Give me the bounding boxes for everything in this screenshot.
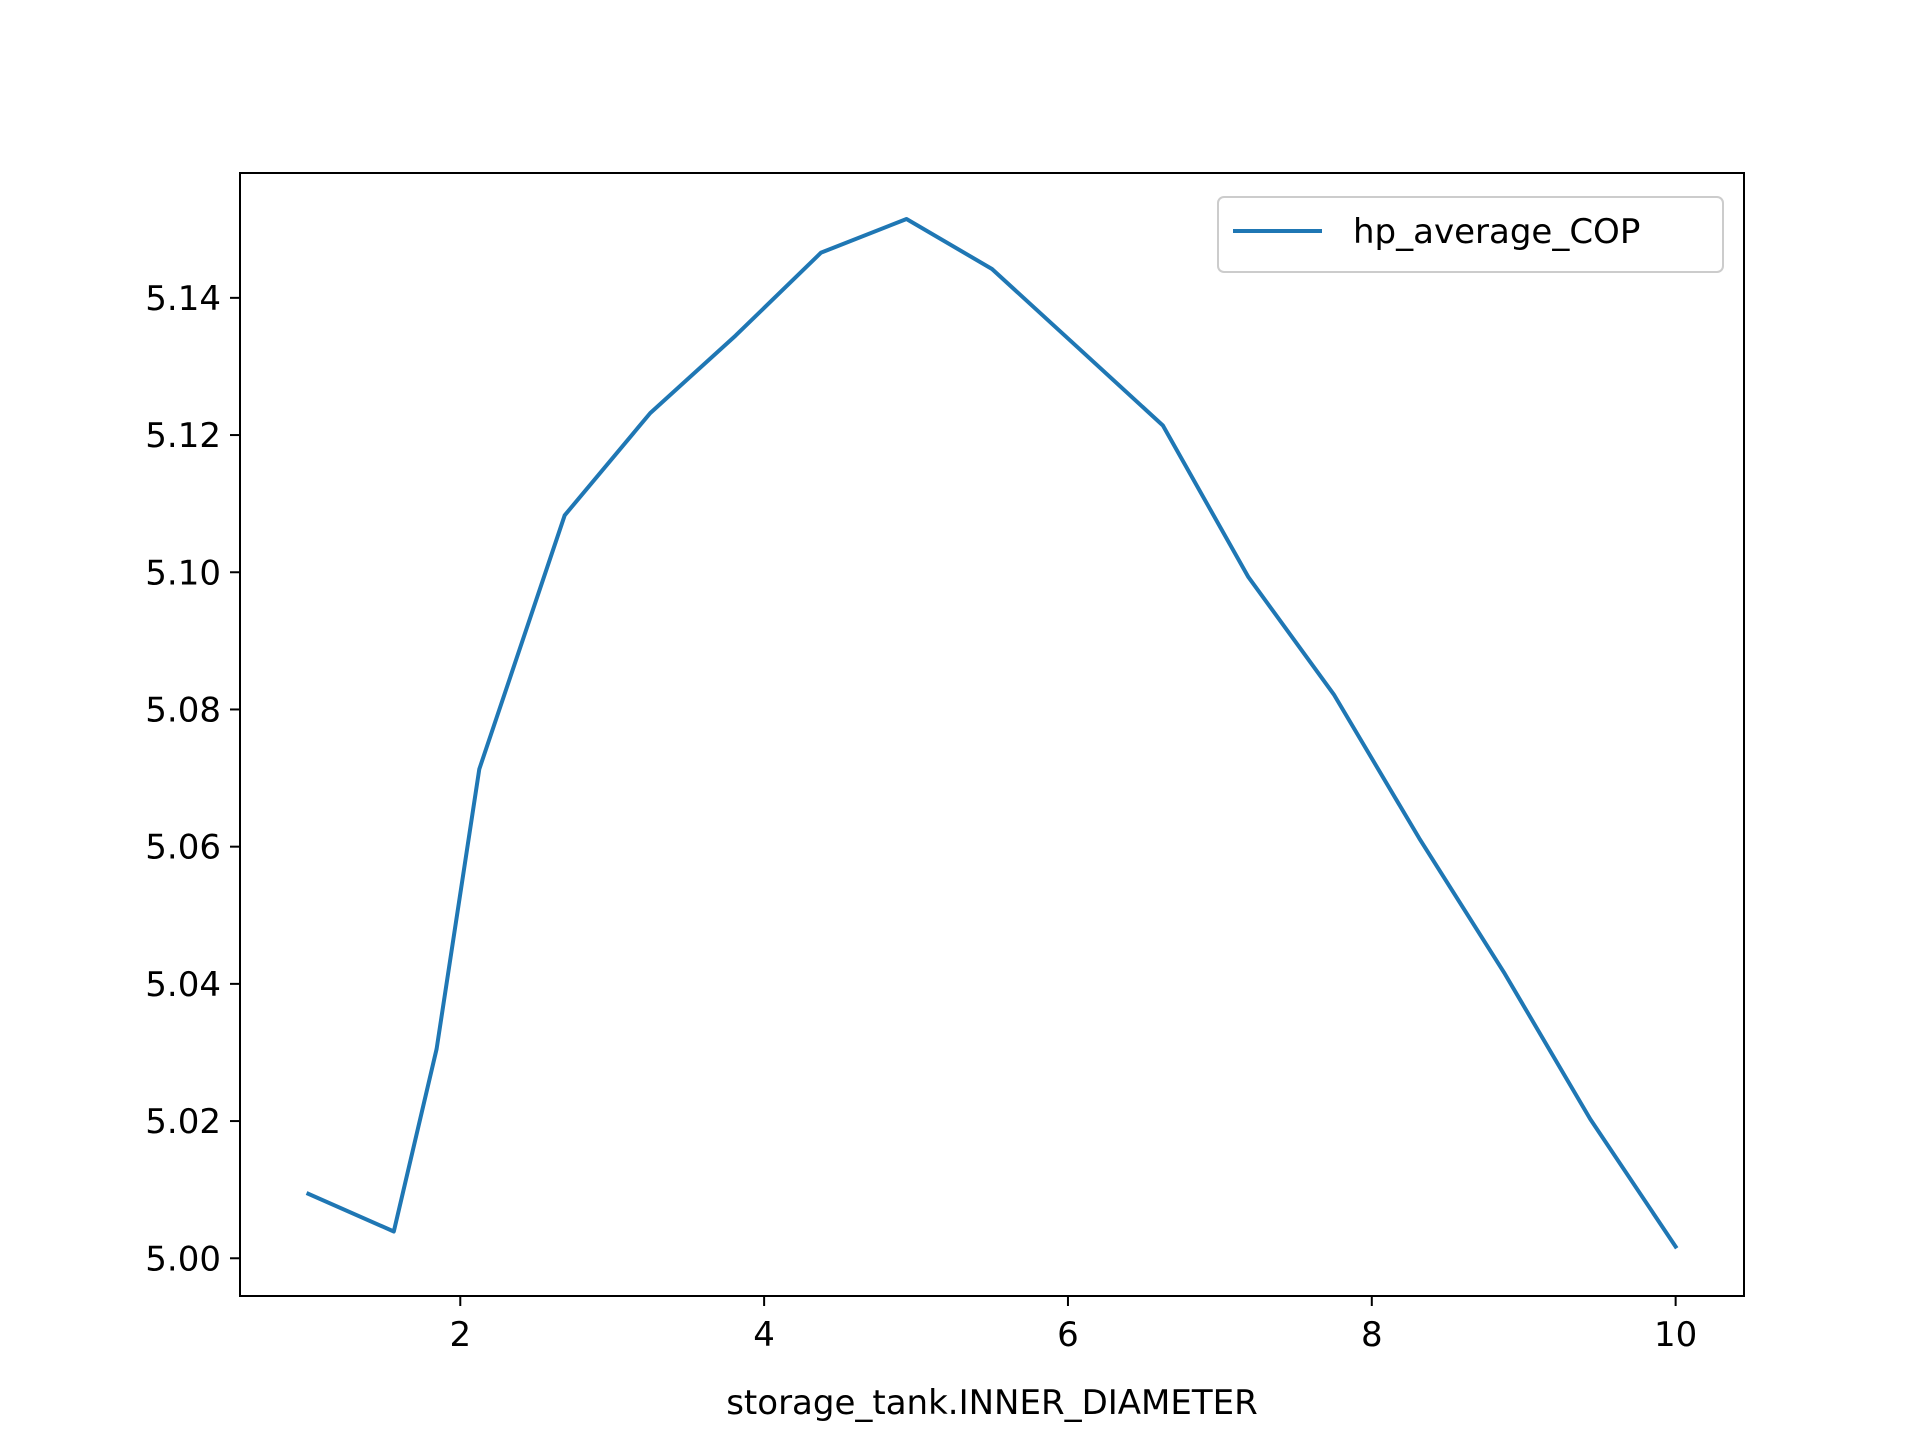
y-tick-label: 5.12 (145, 416, 221, 456)
legend: hp_average_COP (1217, 196, 1724, 273)
x-axis: 2 4 6 8 10 (449, 1296, 1697, 1355)
y-tick-label: 5.00 (145, 1239, 221, 1279)
x-axis-label: storage_tank.INNER_DIAMETER (726, 1383, 1258, 1423)
series-line-hp_average_COP (305, 217, 1679, 1250)
series-layer (305, 217, 1679, 1250)
y-tick-label: 5.02 (145, 1102, 221, 1142)
y-tick-label: 5.04 (145, 965, 221, 1005)
y-tick-label: 5.14 (145, 279, 221, 319)
plot-area-frame (239, 172, 1745, 1297)
x-tick-label: 10 (1654, 1315, 1697, 1355)
y-axis: 5.00 5.02 5.04 5.06 5.08 5.10 5.12 5.14 (145, 279, 240, 1279)
x-tick-label: 6 (1057, 1315, 1079, 1355)
x-tick-label: 8 (1361, 1315, 1383, 1355)
y-tick-label: 5.10 (145, 553, 221, 593)
x-tick-label: 4 (753, 1315, 775, 1355)
legend-box (1217, 196, 1724, 273)
x-tick-label: 2 (449, 1315, 471, 1355)
y-tick-label: 5.06 (145, 828, 221, 868)
y-tick-label: 5.08 (145, 690, 221, 730)
legend-label: hp_average_COP (1353, 212, 1640, 252)
